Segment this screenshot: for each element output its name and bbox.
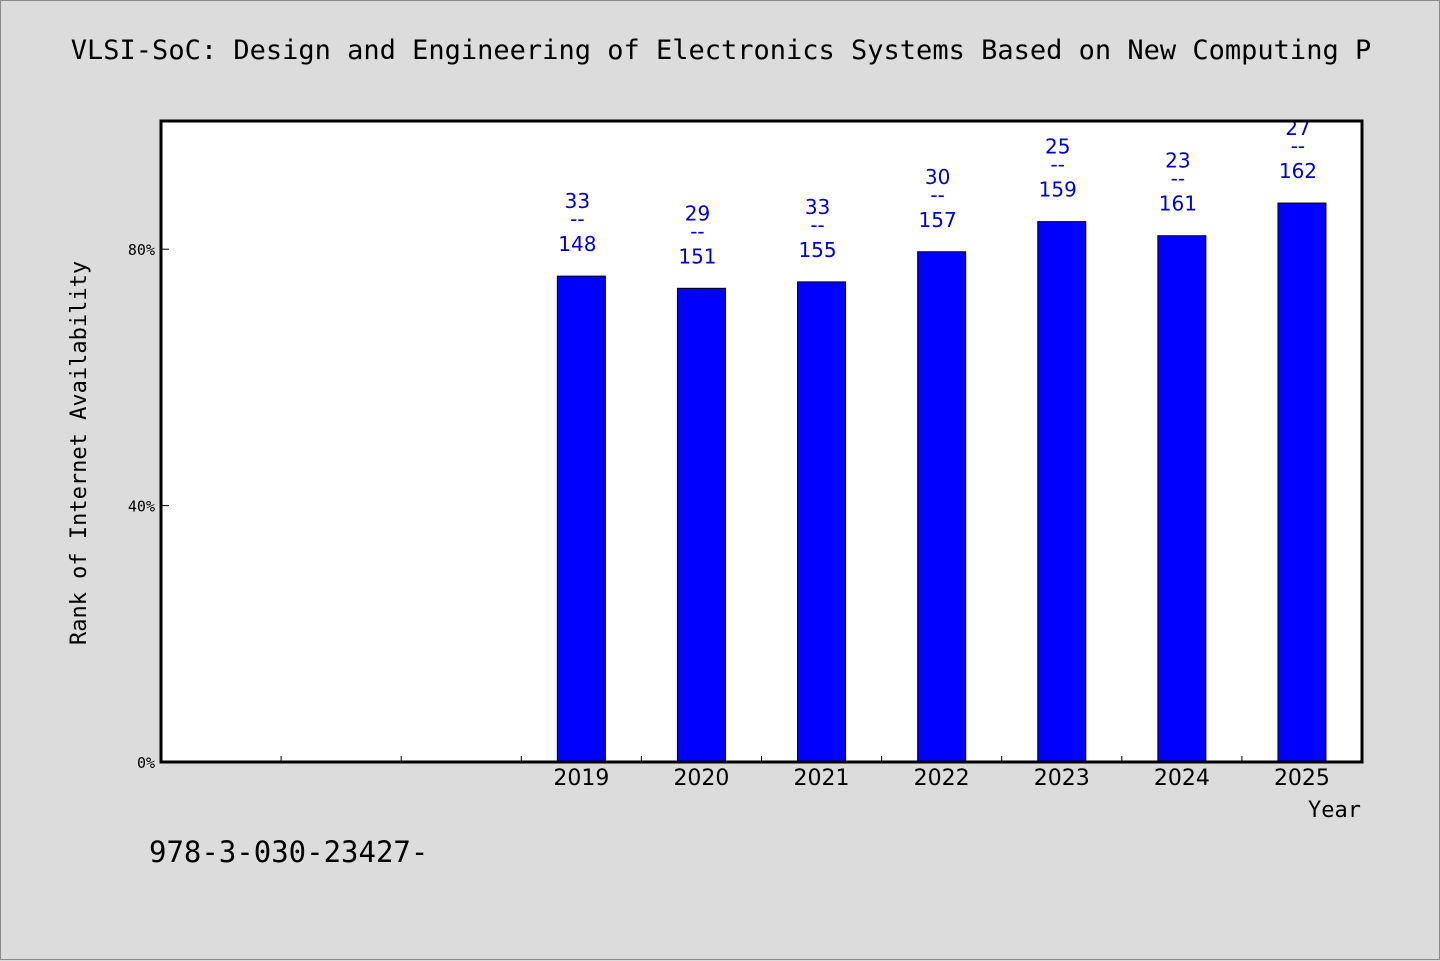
- y-tick-label: 80%: [128, 241, 155, 259]
- x-tick-label: 2025: [1274, 766, 1330, 791]
- bar-label-bottom: 148: [558, 232, 596, 256]
- bar-label-separator: --: [1291, 134, 1305, 158]
- x-axis-label: Year: [1308, 798, 1361, 823]
- isbn-label: 978-3-030-23427-: [149, 835, 429, 869]
- bar-label-bottom: 161: [1159, 192, 1197, 216]
- bar: [1157, 235, 1207, 763]
- bar-label-bottom: 162: [1279, 159, 1317, 183]
- x-tick-label: 2019: [553, 766, 609, 791]
- y-tick-label: 40%: [128, 498, 155, 516]
- bar: [797, 281, 847, 763]
- bar-label-bottom: 157: [919, 208, 957, 232]
- bar-label-top: 25: [1045, 135, 1070, 159]
- bar-label-bottom: 155: [798, 238, 836, 262]
- bar-label-separator: --: [1171, 167, 1185, 191]
- x-tick-label: 2021: [794, 766, 850, 791]
- x-tick-label: 2024: [1154, 766, 1210, 791]
- x-tick-label: 2023: [1034, 766, 1090, 791]
- bar: [1037, 221, 1087, 763]
- bar: [917, 251, 967, 763]
- bar-label-separator: --: [930, 183, 944, 207]
- bar: [676, 287, 726, 763]
- bar-label-separator: --: [570, 207, 584, 231]
- bar-label-top: 30: [925, 165, 950, 189]
- bar-label-top: 23: [1165, 149, 1190, 173]
- bar: [556, 275, 606, 763]
- y-axis-label: Rank of Internet Availability: [67, 261, 92, 645]
- bar-label-top: 33: [565, 189, 590, 213]
- x-tick-label: 2020: [673, 766, 729, 791]
- bar-label-bottom: 151: [678, 244, 716, 268]
- y-tick-label: 0%: [137, 754, 155, 772]
- bar-label-top: 33: [805, 195, 830, 219]
- bar: [1277, 202, 1327, 763]
- bar-label-top: 29: [685, 201, 710, 225]
- plot-border: [159, 119, 1364, 764]
- bar-label-separator: --: [1051, 153, 1065, 177]
- bar-label-bottom: 159: [1039, 178, 1077, 202]
- x-tick-label: 2022: [914, 766, 970, 791]
- chart-title: VLSI-SoC: Design and Engineering of Elec…: [70, 35, 1372, 66]
- bar-label-separator: --: [690, 219, 704, 243]
- bar-label-separator: --: [810, 213, 824, 237]
